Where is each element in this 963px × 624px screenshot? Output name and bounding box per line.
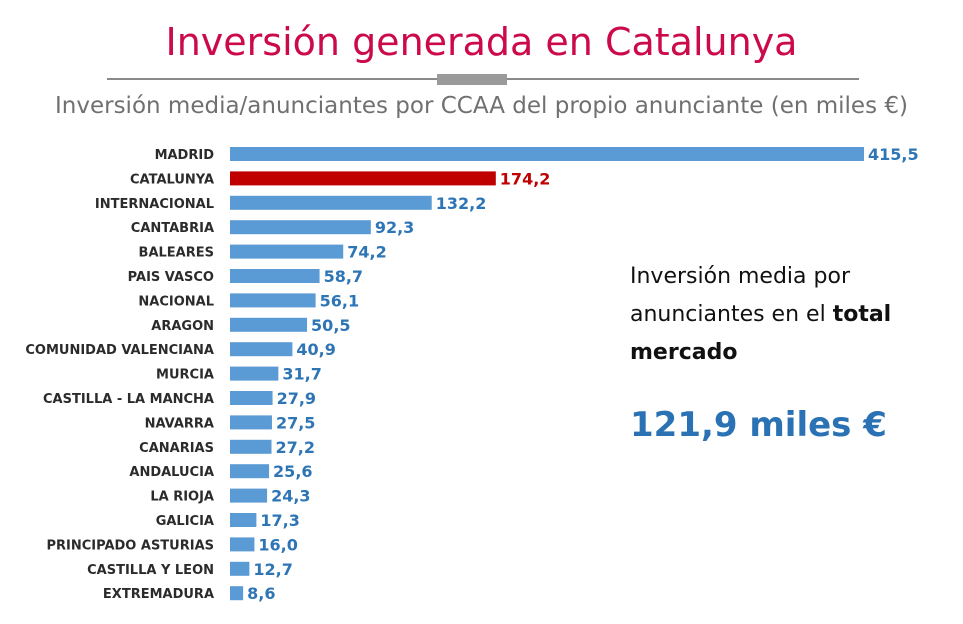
value-label: 50,5 <box>311 316 350 335</box>
bar <box>230 317 308 332</box>
value-label: 74,2 <box>347 243 386 262</box>
value-label: 17,3 <box>260 511 299 530</box>
value-label: 8,6 <box>247 584 275 603</box>
bar <box>230 293 316 308</box>
value-label: 31,7 <box>282 365 321 384</box>
value-label: 27,2 <box>276 438 315 457</box>
bar <box>230 147 864 161</box>
value-label: 16,0 <box>258 535 297 554</box>
value-label: 132,2 <box>436 194 487 213</box>
category-label: CASTILLA - LA MANCHA <box>43 392 214 407</box>
bar <box>230 171 496 186</box>
category-label: ANDALUCIA <box>129 465 214 480</box>
bar <box>230 244 344 259</box>
note-line-2-text: anunciantes en el <box>630 302 833 327</box>
chart-subtitle: Inversión media/anunciantes por CCAA del… <box>55 93 908 119</box>
bar <box>230 586 244 601</box>
bar <box>230 269 320 283</box>
bar <box>230 195 432 210</box>
bar <box>230 415 272 430</box>
value-label: 12,7 <box>253 560 292 579</box>
market-average-note: Inversión media por anunciantes en el to… <box>630 258 950 372</box>
category-label: MADRID <box>155 148 215 163</box>
market-average-value: 121,9 miles € <box>630 405 887 445</box>
category-label: ARAGON <box>151 319 214 334</box>
category-label: BALEARES <box>139 246 214 261</box>
bar <box>230 391 273 405</box>
value-label: 415,5 <box>868 145 919 164</box>
value-label: 27,9 <box>277 389 316 408</box>
category-label: COMUNIDAD VALENCIANA <box>25 343 214 358</box>
bar <box>230 220 371 235</box>
bar <box>230 366 279 381</box>
category-label: NACIONAL <box>138 294 214 309</box>
value-label: 25,6 <box>273 462 312 481</box>
category-label: PAIS VASCO <box>128 270 214 285</box>
category-label: CASTILLA Y LEON <box>87 563 214 578</box>
category-label: NAVARRA <box>145 416 214 431</box>
bar <box>230 464 270 479</box>
bar <box>230 513 257 527</box>
divider-tab <box>437 74 507 85</box>
value-label: 174,2 <box>500 169 551 188</box>
chart-title: Inversión generada en Catalunya <box>165 20 798 64</box>
note-market-word: mercado <box>630 340 738 365</box>
value-label: 58,7 <box>324 267 363 286</box>
category-label: CANARIAS <box>139 441 214 456</box>
value-label: 56,1 <box>320 291 359 310</box>
category-label: EXTREMADURA <box>103 587 214 602</box>
bar <box>230 561 250 576</box>
value-label: 27,5 <box>276 413 315 432</box>
category-label: MURCIA <box>156 368 214 383</box>
category-label: CANTABRIA <box>131 221 214 236</box>
value-label: 24,3 <box>271 487 310 506</box>
category-label: GALICIA <box>156 514 214 529</box>
category-label: CATALUNYA <box>130 172 214 187</box>
note-line-1: Inversión media por <box>630 264 850 289</box>
note-line-2: anunciantes en el total <box>630 296 950 334</box>
category-label: LA RIOJA <box>150 490 214 505</box>
bar <box>230 537 255 552</box>
note-total-word: total <box>832 302 892 327</box>
bar <box>230 488 268 503</box>
category-label: PRINCIPADO ASTURIAS <box>46 538 214 553</box>
note-line-3: mercado <box>630 334 950 372</box>
bar <box>230 439 272 454</box>
value-label: 40,9 <box>296 340 335 359</box>
value-label: 92,3 <box>375 218 414 237</box>
bar <box>230 342 293 357</box>
category-label: INTERNACIONAL <box>95 197 214 212</box>
